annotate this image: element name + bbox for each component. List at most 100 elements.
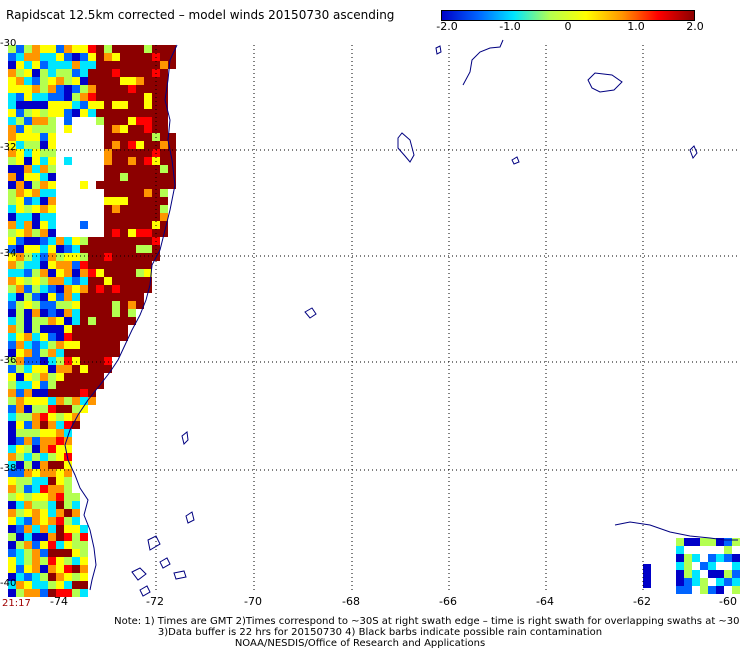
wind-cell — [8, 53, 16, 61]
wind-cell — [64, 573, 72, 581]
wind-cell — [8, 157, 16, 165]
wind-cell — [88, 309, 96, 317]
wind-cell — [716, 554, 724, 562]
wind-cell — [56, 453, 64, 461]
wind-cell — [48, 93, 56, 101]
wind-cell — [80, 277, 88, 285]
wind-cell — [72, 341, 80, 349]
wind-cell — [56, 45, 64, 53]
wind-cell — [48, 389, 56, 397]
wind-cell — [64, 581, 72, 589]
wind-cell — [64, 461, 72, 469]
wind-cell — [48, 125, 56, 133]
wind-cell — [128, 93, 136, 101]
wind-cell — [684, 538, 692, 546]
wind-cell — [96, 181, 104, 189]
wind-cell — [32, 549, 40, 557]
wind-cell — [136, 221, 144, 229]
wind-cell — [56, 365, 64, 373]
wind-cell — [24, 277, 32, 285]
wind-cell — [32, 325, 40, 333]
wind-cell — [160, 149, 168, 157]
wind-cell — [48, 197, 56, 205]
wind-cell — [56, 397, 64, 405]
wind-cell — [732, 554, 740, 562]
wind-cell — [88, 333, 96, 341]
wind-cell — [40, 421, 48, 429]
wind-cell — [120, 61, 128, 69]
wind-cell — [56, 93, 64, 101]
wind-cell — [24, 549, 32, 557]
wind-cell — [120, 189, 128, 197]
lat-label-30: -30 — [0, 38, 17, 49]
wind-cell — [48, 77, 56, 85]
wind-cell — [120, 173, 128, 181]
wind-cell — [160, 77, 168, 85]
wind-cell — [24, 461, 32, 469]
wind-cell — [32, 469, 40, 477]
wind-cell — [88, 45, 96, 53]
wind-cell — [128, 293, 136, 301]
wind-cell — [40, 301, 48, 309]
wind-cell — [56, 285, 64, 293]
wind-cell — [8, 165, 16, 173]
wind-cell — [8, 189, 16, 197]
wind-cell — [56, 381, 64, 389]
wind-cell — [24, 365, 32, 373]
wind-cell — [48, 485, 56, 493]
wind-cell — [16, 445, 24, 453]
wind-cell — [56, 509, 64, 517]
wind-cell — [16, 45, 24, 53]
wind-cell — [8, 173, 16, 181]
wind-cell — [144, 205, 152, 213]
wind-cell — [8, 381, 16, 389]
wind-cell — [32, 389, 40, 397]
wind-cell — [56, 541, 64, 549]
wind-cell — [8, 573, 16, 581]
wind-cell — [48, 477, 56, 485]
wind-cell — [16, 453, 24, 461]
wind-cell — [120, 197, 128, 205]
wind-cell — [112, 109, 120, 117]
wind-cell — [120, 117, 128, 125]
wind-cell — [104, 317, 112, 325]
wind-cell — [8, 477, 16, 485]
wind-cell — [56, 501, 64, 509]
wind-cell — [120, 237, 128, 245]
wind-cell — [48, 245, 56, 253]
lon-label-64: -64 — [536, 595, 554, 608]
wind-cell — [16, 229, 24, 237]
wind-cell — [48, 325, 56, 333]
wind-cell — [16, 261, 24, 269]
wind-cell — [40, 61, 48, 69]
wind-cell — [136, 197, 144, 205]
wind-cell — [112, 173, 120, 181]
wind-cell — [160, 109, 168, 117]
wind-cell — [120, 53, 128, 61]
wind-cell — [8, 333, 16, 341]
wind-cell — [96, 373, 104, 381]
wind-cell — [16, 509, 24, 517]
wind-cell — [24, 253, 32, 261]
wind-cell — [104, 197, 112, 205]
wind-cell — [48, 533, 56, 541]
wind-cell — [56, 485, 64, 493]
colorbar-label-neg1: -1.0 — [499, 20, 521, 33]
wind-cell — [136, 285, 144, 293]
wind-cell — [72, 69, 80, 77]
wind-cell — [56, 405, 64, 413]
wind-cell — [56, 413, 64, 421]
wind-cell — [104, 53, 112, 61]
wind-cell — [144, 77, 152, 85]
wind-cell — [8, 45, 16, 53]
wind-cell — [24, 389, 32, 397]
wind-cell — [112, 45, 120, 53]
wind-cell — [24, 221, 32, 229]
wind-cell — [32, 429, 40, 437]
wind-cell — [40, 413, 48, 421]
wind-cell — [48, 373, 56, 381]
wind-cell — [88, 381, 96, 389]
wind-cell — [88, 77, 96, 85]
lon-label-62: -62 — [633, 595, 651, 608]
wind-cell — [72, 245, 80, 253]
